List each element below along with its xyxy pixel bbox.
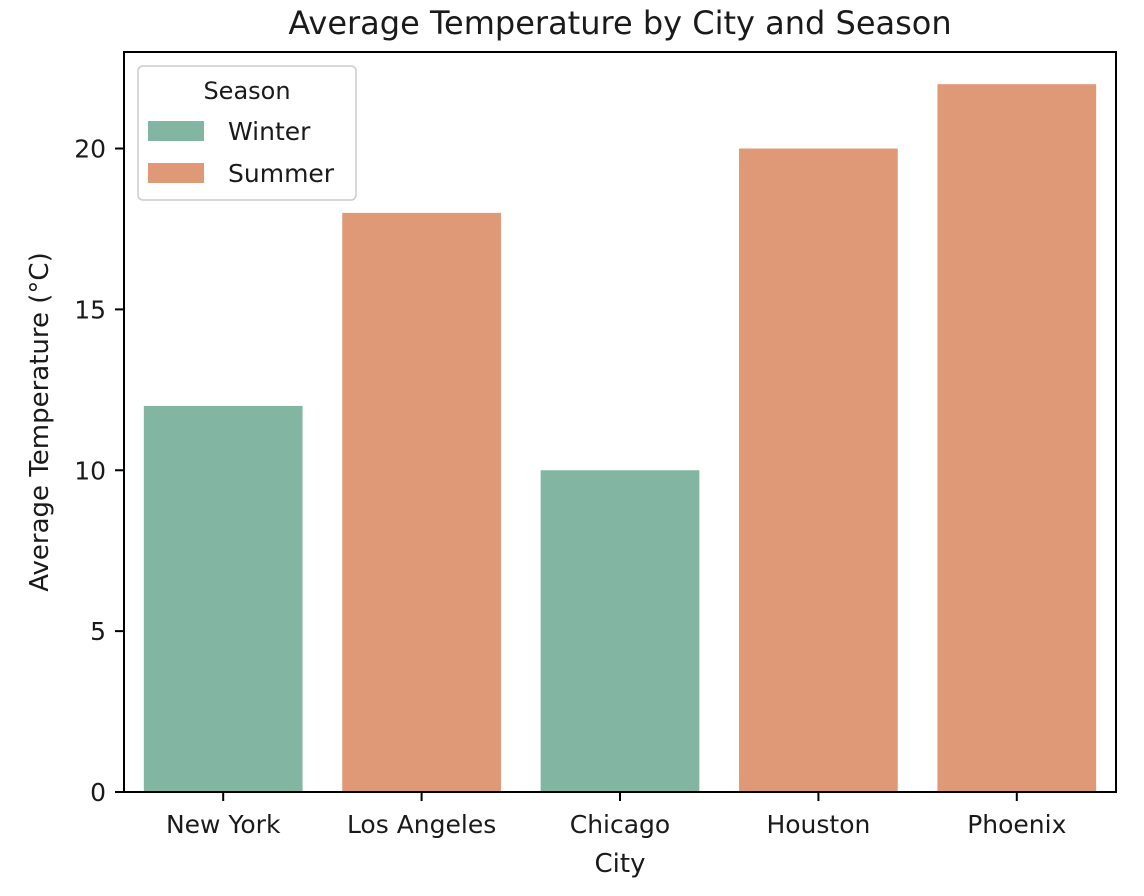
y-axis-label: Average Temperature (°C) <box>25 252 55 591</box>
bar-chicago <box>540 470 700 792</box>
chart-title: Average Temperature by City and Season <box>288 4 951 42</box>
x-axis-label: City <box>595 849 646 879</box>
x-tick-label: Phoenix <box>967 810 1066 839</box>
legend: Season Winter Summer <box>137 65 357 201</box>
bar-phoenix <box>937 84 1097 793</box>
bar-los-angeles <box>342 212 501 792</box>
plot-frame <box>123 51 1117 793</box>
legend-label-winter: Winter <box>228 117 311 146</box>
y-tick-label: 0 <box>90 778 106 807</box>
bar-houston <box>739 148 898 793</box>
x-tick-label: Los Angeles <box>347 810 496 839</box>
y-tick-label: 10 <box>74 456 106 485</box>
legend-label-summer: Summer <box>228 159 335 188</box>
x-tick-label: Chicago <box>570 810 670 839</box>
legend-entries: Winter Summer <box>148 117 335 188</box>
x-axis-ticks: New York Los Angeles Chicago Houston Phoenix <box>166 792 1066 839</box>
bar-new-york <box>143 405 303 792</box>
x-tick-label: New York <box>166 810 281 839</box>
x-tick-label: Houston <box>766 810 870 839</box>
y-tick-label: 20 <box>74 135 106 164</box>
y-tick-label: 5 <box>90 617 106 646</box>
y-axis-ticks: 0 5 10 15 20 <box>74 135 124 807</box>
legend-swatch-winter <box>148 121 204 141</box>
y-tick-label: 15 <box>74 295 106 324</box>
bars-group <box>143 84 1097 793</box>
legend-title: Season <box>203 77 290 105</box>
legend-swatch-summer <box>148 163 204 183</box>
